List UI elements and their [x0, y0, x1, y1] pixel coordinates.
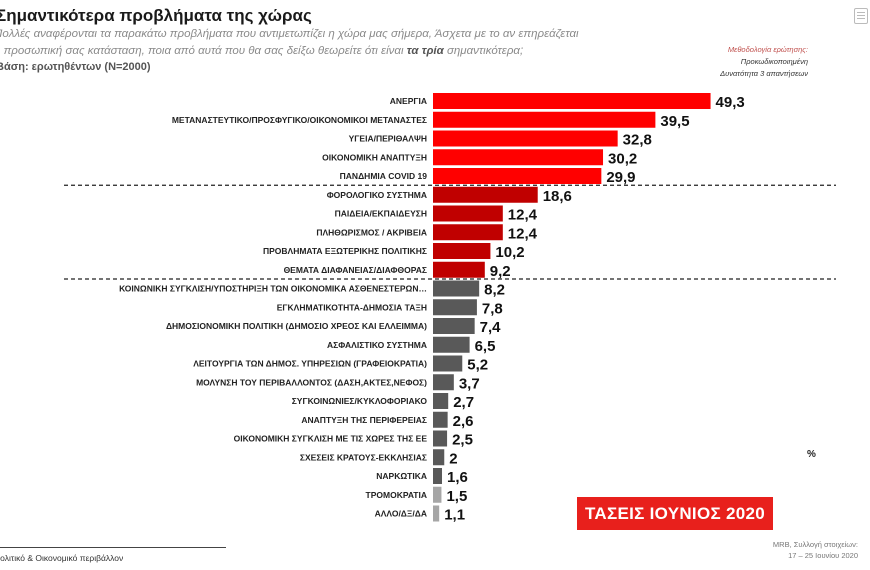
value-label-row-14: 6,5 — [475, 338, 496, 355]
value-label-row-3: 32,8 — [623, 132, 652, 149]
bar-row-4 — [433, 149, 604, 166]
trends-stamp: ΤΑΣΕΙΣ ΙΟΥΝΙΟΣ 2020 — [577, 497, 773, 530]
methodology-note: Μεθοδολογία ερώτησης: Προκωδικοποιημένη … — [720, 44, 808, 80]
value-label-row-13: 7,4 — [480, 319, 502, 336]
bar-row-15 — [433, 355, 463, 372]
bar-row-21 — [433, 468, 443, 484]
bar-row-23 — [433, 505, 440, 522]
value-label-row-18: 2,6 — [453, 413, 474, 430]
bar-row-1 — [433, 93, 711, 109]
category-label-row-12: ΕΓΚΛΗΜΑΤΙΚΟΤΗΤΑ-ΔΗΜΟΣΙΑ ΤΑΞΗ — [277, 302, 427, 312]
category-label-row-14: ΑΣΦΑΛΙΣΤΙΚΟ ΣΥΣΤΗΜΑ — [327, 340, 427, 350]
sample-base: Βάση: ερωτηθέντων (N=2000) — [0, 61, 151, 73]
value-label-row-21: 1,6 — [447, 469, 468, 486]
category-label-row-21: ΝΑΡΚΩΤΙΚΑ — [376, 471, 427, 481]
source-line-2: 17 – 25 Ιουνίου 2020 — [788, 551, 858, 560]
category-label-row-1: ΑΝΕΡΓΙΑ — [390, 96, 427, 106]
source-note: MRB, Συλλογή στοιχείων: 17 – 25 Ιουνίου … — [773, 539, 858, 561]
bar-row-20 — [433, 449, 445, 466]
category-label-row-5: ΠΑΝΔΗΜΙΑ COVID 19 — [340, 171, 428, 181]
category-label-row-8: ΠΛΗΘΩΡΙΣΜΟΣ / ΑΚΡΙΒΕΙΑ — [316, 227, 427, 237]
bar-row-16 — [433, 374, 454, 391]
bar-row-14 — [433, 336, 470, 353]
value-label-row-8: 12,4 — [508, 225, 538, 242]
bar-row-11 — [433, 280, 480, 297]
question-line-1: Πολλές αναφέρονται τα παρακάτω προβλήματ… — [0, 28, 579, 40]
bar-row-8 — [433, 224, 503, 241]
bar-row-9 — [433, 243, 491, 259]
value-label-row-6: 18,6 — [543, 188, 572, 205]
value-label-row-9: 10,2 — [495, 244, 524, 261]
category-label-row-17: ΣΥΓΚΟΙΝΩΝΙΕΣ/ΚΥΚΛΟΦΟΡΙΑΚΟ — [292, 396, 428, 406]
value-label-row-2: 39,5 — [660, 113, 689, 130]
category-label-row-20: ΣΧΕΣΕΙΣ ΚΡΑΤΟΥΣ-ΕΚΚΛΗΣΙΑΣ — [300, 452, 427, 462]
footer-divider — [0, 547, 226, 548]
category-label-row-13: ΔΗΜΟΣΙΟΝΟΜΙΚΗ ΠΟΛΙΤΙΚΗ (ΔΗΜΟΣΙΟ ΧΡΕΟΣ ΚΑ… — [166, 321, 427, 331]
value-label-row-1: 49,3 — [716, 94, 745, 111]
category-label-row-7: ΠΑΙΔΕΙΑ/ΕΚΠΑΙΔΕΥΣΗ — [335, 209, 427, 219]
value-label-row-12: 7,8 — [482, 300, 503, 317]
category-label-row-18: ΑΝΑΠΤΥΞΗ ΤΗΣ ΠΕΡΙΦΕΡΕΙΑΣ — [301, 415, 427, 425]
value-label-row-15: 5,2 — [467, 357, 488, 374]
category-label-row-15: ΛΕΙΤΟΥΡΓΙΑ ΤΩΝ ΔΗΜΟΣ. ΥΠΗΡΕΣΙΩΝ (ΓΡΑΦΕΙΟ… — [193, 359, 427, 369]
value-label-row-4: 30,2 — [608, 150, 637, 167]
bar-row-19 — [433, 430, 448, 447]
source-line-1: MRB, Συλλογή στοιχείων: — [772, 540, 858, 549]
bar-row-10 — [433, 261, 485, 278]
bar-row-17 — [433, 393, 449, 409]
category-label-row-19: ΟΙΚΟΝΟΜΙΚΗ ΣΥΓΚΛΙΣΗ ΜΕ ΤΙΣ ΧΩΡΕΣ ΤΗΣ ΕΕ — [234, 434, 428, 444]
value-label-row-23: 1,1 — [444, 507, 465, 524]
bar-row-6 — [433, 186, 538, 203]
value-label-row-20: 2 — [449, 450, 457, 467]
question-line-2: η προσωπική σας κατάσταση, ποια από αυτά… — [0, 43, 594, 60]
bar-row-22 — [433, 486, 442, 503]
question-line-2-post: σημαντικότερα; — [443, 45, 524, 57]
bar-row-18 — [433, 411, 448, 428]
category-label-row-9: ΠΡΟΒΛΗΜΑΤΑ ΕΞΩΤΕΡΙΚΗΣ ΠΟΛΙΤΙΚΗΣ — [263, 246, 427, 256]
bar-row-12 — [433, 299, 477, 316]
value-label-row-7: 12,4 — [508, 207, 538, 224]
value-label-row-10: 9,2 — [490, 263, 511, 280]
category-label-row-6: ΦΟΡΟΛΟΓΙΚΟ ΣΥΣΤΗΜΑ — [327, 190, 427, 200]
bar-row-13 — [433, 318, 475, 334]
methodology-heading: Μεθοδολογία ερώτησης: — [727, 45, 808, 54]
question-line-2-bold: τα τρία — [406, 45, 444, 57]
category-label-row-16: ΜΟΛΥΝΣΗ ΤΟΥ ΠΕΡΙΒΑΛΛΟΝΤΟΣ (ΔΑΣΗ,ΑΚΤΕΣ,ΝΕ… — [196, 377, 427, 387]
bar-row-7 — [433, 205, 503, 222]
footer-section-label: Πολιτικό & Οικονομικό περιβάλλον — [0, 553, 124, 563]
methodology-line-2: Δυνατότητα 3 απαντήσεων — [720, 69, 808, 78]
page-title: Σημαντικότερα προβλήματα της χώρας — [0, 6, 312, 25]
value-label-row-11: 8,2 — [484, 282, 505, 299]
category-label-row-11: ΚΟΙΝΩΝΙΚΗ ΣΥΓΚΛΙΣΗ/ΥΠΟΣΤΗΡΙΞΗ ΤΩΝ ΟΙΚΟΝΟ… — [119, 284, 427, 294]
value-label-row-17: 2,7 — [453, 394, 474, 411]
bar-row-5 — [433, 168, 602, 184]
bar-row-3 — [433, 130, 618, 147]
value-label-row-22: 1,5 — [446, 488, 467, 505]
category-label-row-10: ΘΕΜΑΤΑ ΔΙΑΦΑΝΕΙΑΣ/ΔΙΑΦΘΟΡΑΣ — [284, 265, 427, 275]
value-label-row-16: 3,7 — [459, 375, 480, 392]
category-label-row-2: ΜΕΤΑΝΑΣΤΕΥΤΙΚΟ/ΠΡΟΣΦΥΓΙΚΟ/ΟΙΚΟΝΟΜΙΚΟΙ ΜΕ… — [172, 115, 427, 125]
category-label-row-22: ΤΡΟΜΟΚΡΑΤΙΑ — [366, 490, 427, 500]
category-label-row-23: ΑΛΛΟ/ΔΞ/ΔΑ — [375, 509, 427, 519]
percent-unit-label: % — [807, 449, 816, 460]
methodology-line-1: Προκωδικοποιημένη — [740, 57, 808, 66]
category-label-row-3: ΥΓΕΙΑ/ΠΕΡΙΘΑΛΨΗ — [349, 134, 427, 144]
question-text: Πολλές αναφέρονται τα παρακάτω προβλήματ… — [0, 26, 594, 60]
value-label-row-19: 2,5 — [452, 432, 473, 449]
question-line-2-pre: η προσωπική σας κατάσταση, ποια από αυτά… — [0, 45, 407, 57]
category-label-row-4: ΟΙΚΟΝΟΜΙΚΗ ΑΝΑΠΤΥΞΗ — [322, 152, 427, 162]
value-label-row-5: 29,9 — [606, 169, 635, 186]
bar-row-2 — [433, 111, 656, 128]
document-icon — [854, 8, 868, 24]
